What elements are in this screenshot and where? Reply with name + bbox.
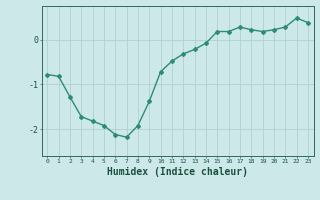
X-axis label: Humidex (Indice chaleur): Humidex (Indice chaleur) [107, 167, 248, 177]
